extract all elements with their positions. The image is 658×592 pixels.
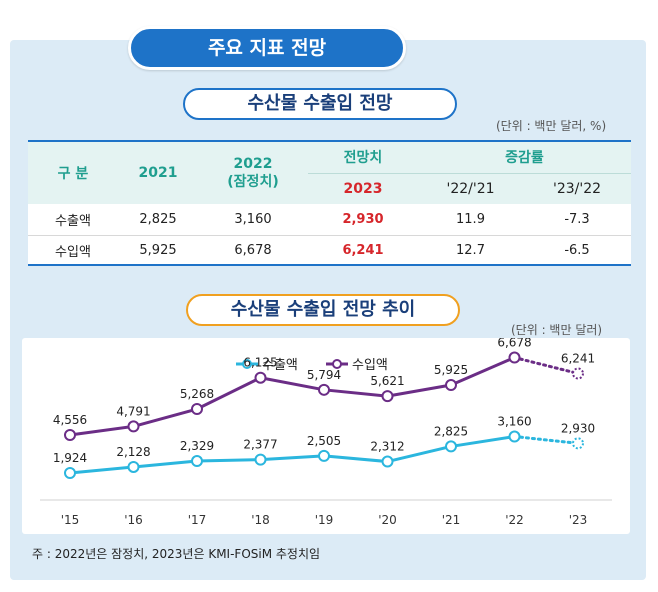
footnote: 주 : 2022년은 잠정치, 2023년은 KMI-FOSiM 추정치임 — [32, 547, 321, 561]
cell-growth-b: -6.5 — [564, 243, 590, 259]
cell-2022: 3,160 — [198, 204, 308, 236]
data-label: 6,241 — [561, 351, 595, 365]
data-label: 3,160 — [497, 415, 531, 429]
cell-growth-b: -7.3 — [523, 204, 631, 236]
table-unit: (단위 : 백만 달러, %) — [496, 119, 607, 133]
row-label: 수출액 — [28, 204, 118, 236]
main-title: 주요 지표 전망 — [128, 26, 406, 70]
data-point — [318, 449, 330, 462]
col-forecast-year: 2023 — [308, 173, 418, 204]
data-point — [381, 390, 394, 403]
data-point — [508, 430, 521, 443]
data-label: 2,505 — [307, 434, 341, 448]
col-2022-year: 2022 — [233, 156, 273, 172]
series-forecast-line — [513, 356, 580, 375]
cell-2021: 2,825 — [118, 204, 198, 236]
data-point — [572, 367, 584, 380]
x-tick-label: '16 — [124, 513, 143, 527]
data-label: 2,128 — [116, 445, 150, 459]
data-point — [318, 383, 330, 396]
col-growth-23-22: '23/'22 — [523, 173, 631, 204]
data-point — [127, 420, 140, 433]
x-tick-label: '21 — [442, 513, 461, 527]
data-point — [381, 455, 394, 468]
data-label: 4,556 — [53, 413, 87, 427]
data-label: 6,125 — [243, 356, 277, 370]
col-2022-note: (잠정치) — [227, 174, 279, 190]
legend-label: 수출액 — [262, 358, 298, 373]
col-growth-22-21: '22/'21 — [418, 173, 523, 204]
data-point — [508, 351, 521, 364]
data-label: 5,621 — [370, 374, 404, 388]
legend-marker — [332, 359, 342, 369]
chart-unit: (단위 : 백만 달러) — [511, 323, 603, 337]
table-row: 수입액 5,925 6,678 6,241 12.7 -6.5 — [28, 235, 631, 266]
cell-2023: 2,930 — [308, 204, 418, 236]
col-forecast: 전망치 — [308, 142, 418, 174]
x-tick-label: '23 — [569, 513, 588, 527]
col-growth: 증감률 — [418, 142, 631, 174]
x-tick-label: '18 — [251, 513, 270, 527]
data-label: 2,377 — [243, 438, 277, 452]
data-label: 4,791 — [116, 404, 150, 418]
data-label: 5,268 — [180, 387, 214, 401]
x-tick-label: '17 — [188, 513, 207, 527]
data-point — [445, 440, 457, 453]
legend-marker — [242, 359, 252, 369]
cell-2021: 5,925 — [139, 243, 177, 259]
col-2022: 2022 (잠정치) — [198, 142, 308, 204]
data-label: 2,930 — [561, 421, 595, 435]
data-point — [64, 467, 76, 479]
table-row: 수출액 2,825 3,160 2,930 11.9 -7.3 — [28, 204, 631, 236]
line-chart: 수출액 수입액 '15 '16 '17 '18 '19 '20 '21 '22 '23 1,924 2,… — [40, 336, 612, 527]
forecast-table: 구 분 2021 2022 (잠정치) 전망치 증감률 2023 '22/'21… — [28, 140, 631, 266]
data-label: 6,678 — [497, 338, 531, 350]
data-point — [191, 455, 203, 468]
x-tick-label: '15 — [61, 513, 80, 527]
data-label: 1,924 — [53, 451, 87, 465]
data-point — [445, 379, 457, 392]
cell-growth-a: 12.7 — [456, 243, 485, 259]
cell-2023: 6,241 — [342, 243, 384, 259]
series-line — [69, 356, 516, 437]
table-title: 수산물 수출입 전망 — [183, 88, 457, 120]
data-label: 2,825 — [434, 424, 468, 438]
series-line — [69, 435, 515, 475]
cell-2022: 6,678 — [234, 243, 272, 259]
x-tick-label: '22 — [505, 513, 524, 527]
series-forecast-line — [513, 435, 580, 445]
data-label: 2,312 — [370, 440, 404, 454]
chart-area: 수출액 수입액 '15 '16 '17 '18 '19 '20 '21 '22 '23 1,924 2,… — [22, 336, 630, 534]
row-label: 수입액 — [55, 245, 91, 261]
col-category: 구 분 — [28, 142, 118, 204]
legend-label: 수입액 — [352, 358, 388, 373]
cell-growth-a: 11.9 — [418, 204, 523, 236]
x-tick-label: '19 — [315, 513, 334, 527]
data-point — [64, 429, 76, 441]
data-point — [254, 453, 267, 466]
data-point — [191, 403, 203, 416]
data-label: 2,329 — [180, 439, 214, 453]
chart-title: 수산물 수출입 전망 추이 — [186, 294, 460, 326]
data-label: 5,794 — [307, 368, 341, 382]
data-point — [254, 371, 267, 384]
x-tick-label: '20 — [378, 513, 397, 527]
data-label: 5,925 — [434, 363, 468, 377]
data-point — [572, 437, 584, 450]
data-point — [127, 460, 140, 473]
col-2021: 2021 — [118, 142, 198, 204]
